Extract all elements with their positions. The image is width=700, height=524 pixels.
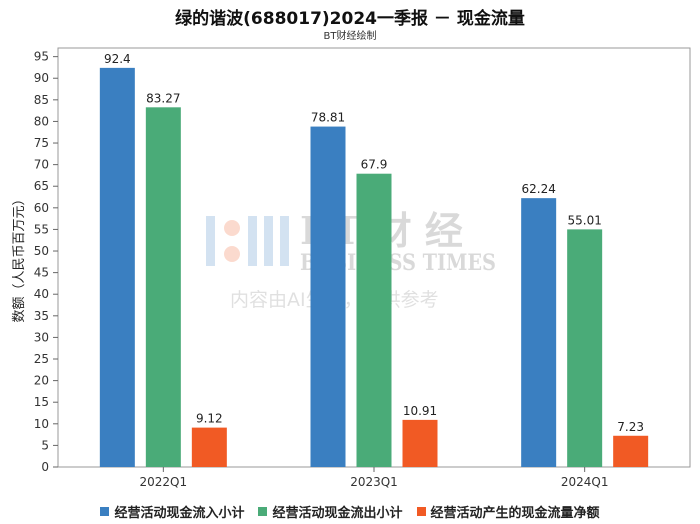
bar-2024Q1-1 [567, 229, 603, 467]
bar-2023Q1-1 [356, 173, 392, 467]
data-label: 55.01 [567, 213, 601, 227]
chart-subtitle: BT财经绘制 [323, 31, 377, 42]
watermark-logo-bar-2 [248, 216, 257, 266]
y-tick-label: 85 [34, 93, 49, 107]
bar-2024Q1-0 [521, 198, 557, 467]
data-label: 67.9 [361, 158, 388, 172]
data-label: 10.91 [403, 404, 437, 418]
legend-item-net: 经营活动产生的现金流量净额 [416, 502, 600, 521]
legend-swatch-inflow [100, 507, 110, 516]
y-tick-label: 40 [34, 287, 49, 301]
y-tick-label: 35 [34, 309, 49, 323]
data-label: 9.12 [196, 412, 223, 426]
y-tick-label: 30 [34, 330, 49, 344]
y-tick-label: 0 [41, 460, 49, 474]
bar-chart: BT 财 经 BUSINESS TIMES 内容由AI生成，仅供参考 0 5 10 1… [12, 47, 691, 489]
data-label: 83.27 [146, 91, 180, 105]
y-tick-label: 5 [41, 438, 49, 452]
legend-label-net: 经营活动产生的现金流量净额 [430, 506, 600, 521]
y-tick-label: 55 [34, 222, 49, 236]
data-label: 7.23 [617, 420, 644, 434]
y-tick-label: 65 [34, 179, 49, 193]
watermark-logo-bar-3 [264, 216, 273, 266]
y-tick-label: 70 [34, 158, 49, 172]
watermark-logo-bar-1 [206, 216, 215, 266]
data-label: 62.24 [521, 182, 555, 196]
y-tick-label: 60 [34, 201, 49, 215]
y-tick-label: 25 [34, 352, 49, 366]
bar-2022Q1-1 [145, 107, 181, 468]
x-tick-label: 2023Q1 [350, 475, 398, 489]
legend: 经营活动现金流入小计 经营活动现金流出小计 经营活动产生的现金流量净额 [0, 502, 700, 521]
watermark-logo-dot-2 [224, 246, 240, 262]
bar-2023Q1-0 [310, 126, 346, 467]
legend-swatch-net [416, 507, 426, 516]
y-tick-label: 95 [34, 50, 49, 64]
legend-item-outflow: 经营活动现金流出小计 [258, 502, 403, 521]
y-tick-label: 45 [34, 266, 49, 280]
bar-2023Q1-2 [402, 419, 438, 467]
y-tick-label: 75 [34, 136, 49, 150]
watermark-logo-bar-4 [280, 216, 289, 266]
watermark: BT 财 经 BUSINESS TIMES 内容由AI生成，仅供参考 [206, 208, 496, 311]
x-tick-label: 2022Q1 [140, 475, 188, 489]
y-tick-label: 80 [34, 114, 49, 128]
bar-2022Q1-2 [191, 427, 227, 467]
x-tick-label: 2024Q1 [561, 475, 609, 489]
legend-label-inflow: 经营活动现金流入小计 [114, 506, 245, 521]
y-tick-label: 90 [34, 71, 49, 85]
chart-title: 绿的谐波(688017)2024一季报 － 现金流量 [175, 9, 525, 29]
y-tick-label: 50 [34, 244, 49, 258]
y-tick-label: 20 [34, 374, 49, 388]
legend-swatch-outflow [258, 507, 268, 516]
bar-2022Q1-0 [99, 67, 135, 467]
y-axis-label: 数额（人民币百万元） [12, 192, 27, 322]
watermark-logo-dot-1 [224, 220, 240, 236]
legend-item-inflow: 经营活动现金流入小计 [100, 502, 244, 521]
data-label: 92.4 [104, 52, 131, 66]
y-tick-label: 15 [34, 395, 49, 409]
y-tick-label: 10 [34, 417, 49, 431]
data-label: 78.81 [311, 111, 345, 125]
bar-2024Q1-2 [613, 435, 649, 467]
legend-label-outflow: 经营活动现金流出小计 [272, 506, 403, 521]
